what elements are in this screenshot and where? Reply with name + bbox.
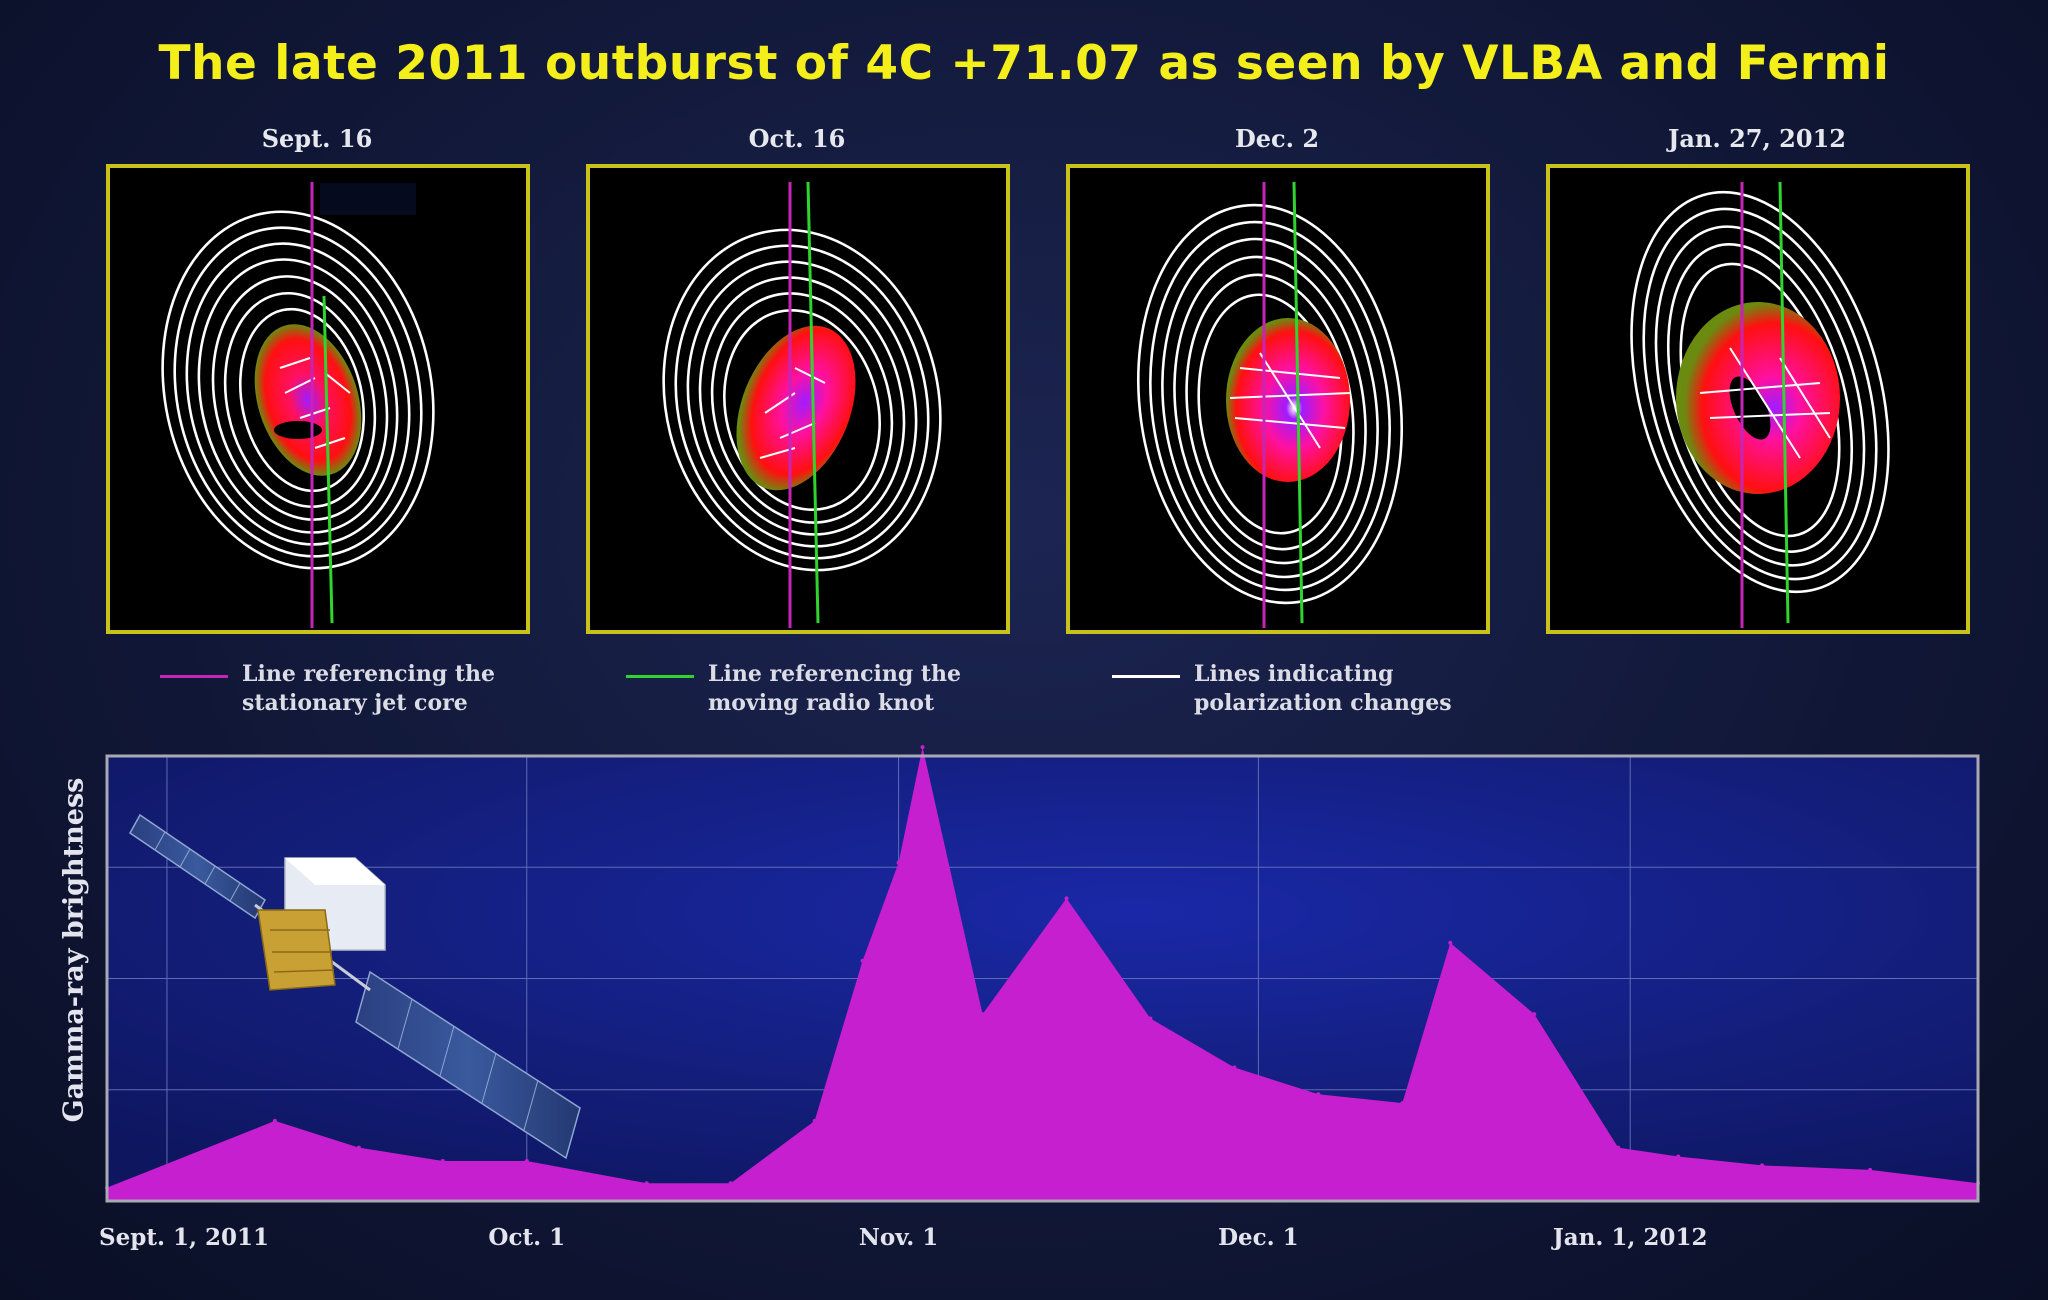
panel-date-2: Oct. 16 <box>748 124 846 153</box>
x-tick-label: Oct. 1 <box>488 1224 566 1251</box>
data-point <box>440 1158 445 1163</box>
legend-text-radio-knot: Line referencing the moving radio knot <box>708 660 961 718</box>
data-point <box>644 1181 649 1186</box>
data-point <box>1448 940 1453 945</box>
data-point <box>980 1012 985 1017</box>
data-point <box>1676 1154 1681 1159</box>
y-axis-label: Gamma-ray brightness <box>58 777 90 1123</box>
legend-radio-knot-line2: moving radio knot <box>708 690 935 716</box>
x-tick-label: Jan. 1, 2012 <box>1552 1224 1708 1251</box>
data-point <box>860 958 865 963</box>
data-point <box>1316 1092 1321 1097</box>
legend-radio-knot-line1: Line referencing the <box>708 661 962 687</box>
data-point <box>1064 896 1069 901</box>
data-point <box>1400 1101 1405 1106</box>
legend-polarization-line2: polarization changes <box>1194 690 1452 716</box>
fermi-satellite-illustration <box>129 813 581 1160</box>
legend-text-polarization: Lines indicating polarization changes <box>1194 660 1452 718</box>
vlba-image-panel-3 <box>1066 164 1490 634</box>
data-point <box>1760 1163 1765 1168</box>
chart-border <box>105 754 1980 1203</box>
vlba-image-panel-1 <box>106 164 530 634</box>
data-point <box>1616 1145 1621 1150</box>
page-title: The late 2011 outburst of 4C +71.07 as s… <box>158 36 1890 91</box>
data-point <box>1232 1065 1237 1070</box>
panel-date-1: Sept. 16 <box>261 124 373 153</box>
chart-area-series <box>105 745 1980 1201</box>
legend-polarization-line1: Lines indicating <box>1194 661 1394 687</box>
data-point <box>524 1158 529 1163</box>
data-point <box>896 860 901 865</box>
data-point <box>1148 1016 1153 1021</box>
panel-date-3: Dec. 2 <box>1234 124 1320 153</box>
legend-jet-core-line1: Line referencing the <box>242 661 496 687</box>
data-point <box>272 1118 277 1123</box>
data-point <box>920 745 925 750</box>
data-point <box>812 1118 817 1123</box>
gamma-ray-area <box>107 747 1978 1201</box>
vlba-image-panel-2 <box>586 164 1010 634</box>
x-tick-label: Nov. 1 <box>858 1224 939 1251</box>
legend-line-polarization <box>1112 675 1180 678</box>
data-point <box>1532 1012 1537 1017</box>
legend-jet-core-line2: stationary jet core <box>242 690 468 716</box>
data-point <box>1868 1167 1873 1172</box>
legend-line-jet-core <box>160 675 228 678</box>
x-tick-label: Sept. 1, 2011 <box>99 1224 269 1251</box>
data-point <box>728 1181 733 1186</box>
vlba-image-panel-4 <box>1546 164 1970 634</box>
x-tick-label: Dec. 1 <box>1218 1224 1299 1251</box>
legend-line-radio-knot <box>626 675 694 678</box>
data-point <box>356 1145 361 1150</box>
legend-text-jet-core: Line referencing the stationary jet core <box>242 660 495 718</box>
panel-date-4: Jan. 27, 2012 <box>1668 124 1846 153</box>
